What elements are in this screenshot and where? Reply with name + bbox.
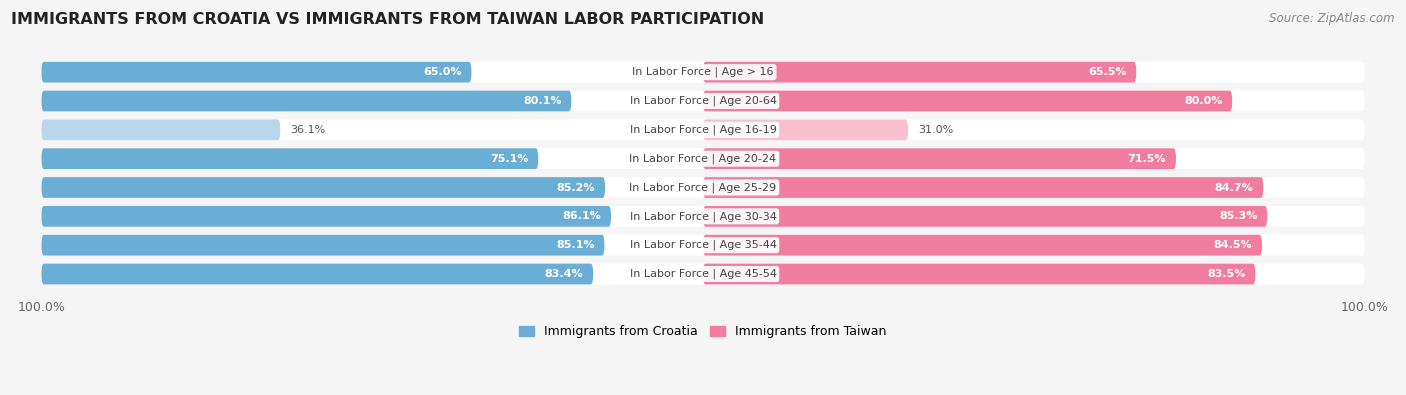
Text: 71.5%: 71.5% — [1128, 154, 1166, 164]
FancyBboxPatch shape — [42, 90, 1364, 111]
FancyBboxPatch shape — [42, 90, 571, 111]
Text: 85.2%: 85.2% — [557, 182, 595, 192]
FancyBboxPatch shape — [703, 235, 1263, 256]
FancyBboxPatch shape — [42, 206, 1364, 227]
Text: 83.5%: 83.5% — [1208, 269, 1246, 279]
FancyBboxPatch shape — [42, 148, 538, 169]
Text: IMMIGRANTS FROM CROATIA VS IMMIGRANTS FROM TAIWAN LABOR PARTICIPATION: IMMIGRANTS FROM CROATIA VS IMMIGRANTS FR… — [11, 12, 765, 27]
FancyBboxPatch shape — [42, 119, 1364, 140]
Text: 36.1%: 36.1% — [290, 125, 325, 135]
Text: 80.1%: 80.1% — [523, 96, 561, 106]
Text: 84.7%: 84.7% — [1215, 182, 1253, 192]
FancyBboxPatch shape — [42, 235, 1364, 256]
Text: In Labor Force | Age 20-64: In Labor Force | Age 20-64 — [630, 96, 776, 106]
FancyBboxPatch shape — [42, 263, 593, 284]
Text: 84.5%: 84.5% — [1213, 240, 1253, 250]
Text: In Labor Force | Age 45-54: In Labor Force | Age 45-54 — [630, 269, 776, 279]
Text: 85.3%: 85.3% — [1219, 211, 1257, 221]
FancyBboxPatch shape — [703, 206, 1267, 227]
FancyBboxPatch shape — [42, 177, 1364, 198]
FancyBboxPatch shape — [42, 263, 1364, 284]
Text: 86.1%: 86.1% — [562, 211, 602, 221]
FancyBboxPatch shape — [42, 177, 605, 198]
FancyBboxPatch shape — [42, 235, 605, 256]
Text: 80.0%: 80.0% — [1184, 96, 1222, 106]
Text: In Labor Force | Age > 16: In Labor Force | Age > 16 — [633, 67, 773, 77]
Text: In Labor Force | Age 30-34: In Labor Force | Age 30-34 — [630, 211, 776, 222]
Text: In Labor Force | Age 25-29: In Labor Force | Age 25-29 — [630, 182, 776, 193]
Text: 65.5%: 65.5% — [1088, 67, 1126, 77]
FancyBboxPatch shape — [42, 206, 612, 227]
FancyBboxPatch shape — [42, 62, 1364, 83]
FancyBboxPatch shape — [703, 62, 1136, 83]
Text: 31.0%: 31.0% — [918, 125, 953, 135]
FancyBboxPatch shape — [42, 62, 471, 83]
FancyBboxPatch shape — [703, 148, 1175, 169]
FancyBboxPatch shape — [703, 263, 1256, 284]
Text: 83.4%: 83.4% — [544, 269, 583, 279]
Text: Source: ZipAtlas.com: Source: ZipAtlas.com — [1270, 12, 1395, 25]
Text: 65.0%: 65.0% — [423, 67, 461, 77]
Text: In Labor Force | Age 20-24: In Labor Force | Age 20-24 — [630, 153, 776, 164]
FancyBboxPatch shape — [703, 119, 908, 140]
Legend: Immigrants from Croatia, Immigrants from Taiwan: Immigrants from Croatia, Immigrants from… — [515, 320, 891, 343]
Text: In Labor Force | Age 35-44: In Labor Force | Age 35-44 — [630, 240, 776, 250]
Text: 75.1%: 75.1% — [489, 154, 529, 164]
Text: 85.1%: 85.1% — [555, 240, 595, 250]
FancyBboxPatch shape — [703, 90, 1232, 111]
FancyBboxPatch shape — [42, 119, 280, 140]
FancyBboxPatch shape — [703, 177, 1264, 198]
FancyBboxPatch shape — [42, 148, 1364, 169]
Text: In Labor Force | Age 16-19: In Labor Force | Age 16-19 — [630, 124, 776, 135]
